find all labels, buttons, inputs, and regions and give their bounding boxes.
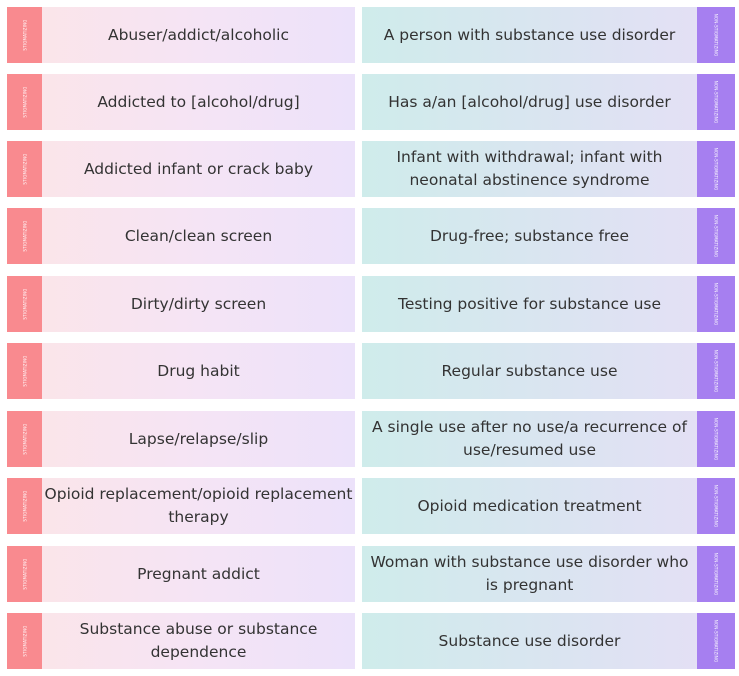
stigmatizing-term: Drug habit bbox=[157, 361, 240, 380]
non-stigmatizing-card: Has a/an [alcohol/drug] use disorder NON… bbox=[362, 74, 735, 130]
stigmatizing-card: STIGMATIZING Abuser/addict/alcoholic bbox=[7, 7, 355, 63]
non-stigmatizing-tag-label: NON-STIGMATIZING bbox=[713, 80, 719, 124]
non-stigmatizing-tag: NON-STIGMATIZING bbox=[697, 276, 735, 332]
non-stigmatizing-tag: NON-STIGMATIZING bbox=[697, 343, 735, 399]
term-row: STIGMATIZING Addicted infant or crack ba… bbox=[7, 141, 735, 197]
stigmatizing-card: STIGMATIZING Drug habit bbox=[7, 343, 355, 399]
non-stigmatizing-term: Woman with substance use disorder who is… bbox=[370, 553, 689, 594]
non-stigmatizing-tag: NON-STIGMATIZING bbox=[697, 141, 735, 197]
term-row: STIGMATIZING Drug habit Regular substanc… bbox=[7, 343, 735, 399]
non-stigmatizing-card: Regular substance use NON-STIGMATIZING bbox=[362, 343, 735, 399]
term-row: STIGMATIZING Opioid replacement/opioid r… bbox=[7, 478, 735, 534]
non-stigmatizing-card: A person with substance use disorder NON… bbox=[362, 7, 735, 63]
stigmatizing-tag-label: STIGMATIZING bbox=[22, 355, 27, 387]
stigmatizing-tag: STIGMATIZING bbox=[7, 613, 42, 669]
stigmatizing-card: STIGMATIZING Addicted infant or crack ba… bbox=[7, 141, 355, 197]
stigmatizing-term: Dirty/dirty screen bbox=[130, 294, 267, 313]
non-stigmatizing-term: Drug-free; substance free bbox=[429, 226, 630, 245]
non-stigmatizing-tag-label: NON-STIGMATIZING bbox=[713, 13, 719, 57]
stigmatizing-term: Clean/clean screen bbox=[124, 226, 273, 245]
stigmatizing-tag-label: STIGMATIZING bbox=[22, 490, 27, 522]
non-stigmatizing-term: Opioid medication treatment bbox=[417, 496, 642, 515]
non-stigmatizing-tag-label: NON-STIGMATIZING bbox=[713, 484, 719, 528]
stigmatizing-tag: STIGMATIZING bbox=[7, 546, 42, 602]
stigmatizing-tag: STIGMATIZING bbox=[7, 343, 42, 399]
stigmatizing-card: STIGMATIZING Opioid replacement/opioid r… bbox=[7, 478, 355, 534]
non-stigmatizing-tag: NON-STIGMATIZING bbox=[697, 7, 735, 63]
non-stigmatizing-tag-label: NON-STIGMATIZING bbox=[713, 349, 719, 393]
stigmatizing-tag-label: STIGMATIZING bbox=[22, 625, 27, 657]
stigmatizing-card: STIGMATIZING Dirty/dirty screen bbox=[7, 276, 355, 332]
non-stigmatizing-tag: NON-STIGMATIZING bbox=[697, 613, 735, 669]
non-stigmatizing-tag: NON-STIGMATIZING bbox=[697, 546, 735, 602]
non-stigmatizing-card: Infant with withdrawal; infant with neon… bbox=[362, 141, 735, 197]
stigmatizing-tag: STIGMATIZING bbox=[7, 411, 42, 467]
stigmatizing-tag-label: STIGMATIZING bbox=[22, 19, 27, 51]
non-stigmatizing-card: Drug-free; substance free NON-STIGMATIZI… bbox=[362, 208, 735, 264]
non-stigmatizing-term: Infant with withdrawal; infant with neon… bbox=[396, 148, 663, 189]
term-row: STIGMATIZING Dirty/dirty screen Testing … bbox=[7, 276, 735, 332]
stigmatizing-card: STIGMATIZING Addicted to [alcohol/drug] bbox=[7, 74, 355, 130]
stigmatizing-card: STIGMATIZING Clean/clean screen bbox=[7, 208, 355, 264]
non-stigmatizing-term: Substance use disorder bbox=[438, 631, 621, 650]
term-row: STIGMATIZING Addicted to [alcohol/drug] … bbox=[7, 74, 735, 130]
stigmatizing-term: Opioid replacement/opioid replacement th… bbox=[44, 485, 353, 526]
stigmatizing-term: Pregnant addict bbox=[137, 564, 260, 583]
non-stigmatizing-term: A single use after no use/a recurrence o… bbox=[372, 418, 687, 459]
stigmatizing-tag: STIGMATIZING bbox=[7, 276, 42, 332]
term-row: STIGMATIZING Lapse/relapse/slip A single… bbox=[7, 411, 735, 467]
non-stigmatizing-term: Regular substance use bbox=[441, 361, 618, 380]
non-stigmatizing-card: Opioid medication treatment NON-STIGMATI… bbox=[362, 478, 735, 534]
non-stigmatizing-card: Woman with substance use disorder who is… bbox=[362, 546, 735, 602]
non-stigmatizing-tag-label: NON-STIGMATIZING bbox=[713, 282, 719, 326]
non-stigmatizing-tag: NON-STIGMATIZING bbox=[697, 208, 735, 264]
non-stigmatizing-tag: NON-STIGMATIZING bbox=[697, 411, 735, 467]
stigmatizing-card: STIGMATIZING Pregnant addict bbox=[7, 546, 355, 602]
stigmatizing-tag-label: STIGMATIZING bbox=[22, 423, 27, 455]
non-stigmatizing-tag-label: NON-STIGMATIZING bbox=[713, 214, 719, 258]
stigmatizing-tag-label: STIGMATIZING bbox=[22, 558, 27, 590]
non-stigmatizing-tag-label: NON-STIGMATIZING bbox=[713, 552, 719, 596]
stigmatizing-term: Abuser/addict/alcoholic bbox=[107, 25, 290, 44]
stigmatizing-term: Addicted infant or crack baby bbox=[83, 159, 314, 178]
stigmatizing-term: Substance abuse or substance dependence bbox=[79, 620, 318, 661]
stigmatizing-tag-label: STIGMATIZING bbox=[22, 288, 27, 320]
non-stigmatizing-tag-label: NON-STIGMATIZING bbox=[713, 417, 719, 461]
stigmatizing-card: STIGMATIZING Lapse/relapse/slip bbox=[7, 411, 355, 467]
non-stigmatizing-tag-label: NON-STIGMATIZING bbox=[713, 147, 719, 191]
non-stigmatizing-card: A single use after no use/a recurrence o… bbox=[362, 411, 735, 467]
non-stigmatizing-tag: NON-STIGMATIZING bbox=[697, 74, 735, 130]
non-stigmatizing-term: Testing positive for substance use bbox=[397, 294, 661, 313]
non-stigmatizing-tag-label: NON-STIGMATIZING bbox=[713, 619, 719, 663]
non-stigmatizing-tag: NON-STIGMATIZING bbox=[697, 478, 735, 534]
stigmatizing-card: STIGMATIZING Substance abuse or substanc… bbox=[7, 613, 355, 669]
stigmatizing-term: Addicted to [alcohol/drug] bbox=[97, 92, 300, 111]
term-row: STIGMATIZING Substance abuse or substanc… bbox=[7, 613, 735, 669]
stigmatizing-tag-label: STIGMATIZING bbox=[22, 153, 27, 185]
non-stigmatizing-term: A person with substance use disorder bbox=[383, 25, 676, 44]
stigmatizing-tag: STIGMATIZING bbox=[7, 478, 42, 534]
stigmatizing-tag: STIGMATIZING bbox=[7, 208, 42, 264]
stigmatizing-tag-label: STIGMATIZING bbox=[22, 220, 27, 252]
term-row: STIGMATIZING Clean/clean screen Drug-fre… bbox=[7, 208, 735, 264]
term-row: STIGMATIZING Pregnant addict Woman with … bbox=[7, 546, 735, 602]
term-row: STIGMATIZING Abuser/addict/alcoholic A p… bbox=[7, 7, 735, 63]
stigmatizing-tag: STIGMATIZING bbox=[7, 7, 42, 63]
stigmatizing-tag: STIGMATIZING bbox=[7, 141, 42, 197]
stigmatizing-tag: STIGMATIZING bbox=[7, 74, 42, 130]
non-stigmatizing-card: Testing positive for substance use NON-S… bbox=[362, 276, 735, 332]
non-stigmatizing-card: Substance use disorder NON-STIGMATIZING bbox=[362, 613, 735, 669]
stigmatizing-tag-label: STIGMATIZING bbox=[22, 86, 27, 118]
non-stigmatizing-term: Has a/an [alcohol/drug] use disorder bbox=[388, 92, 671, 111]
stigmatizing-term: Lapse/relapse/slip bbox=[128, 429, 269, 448]
